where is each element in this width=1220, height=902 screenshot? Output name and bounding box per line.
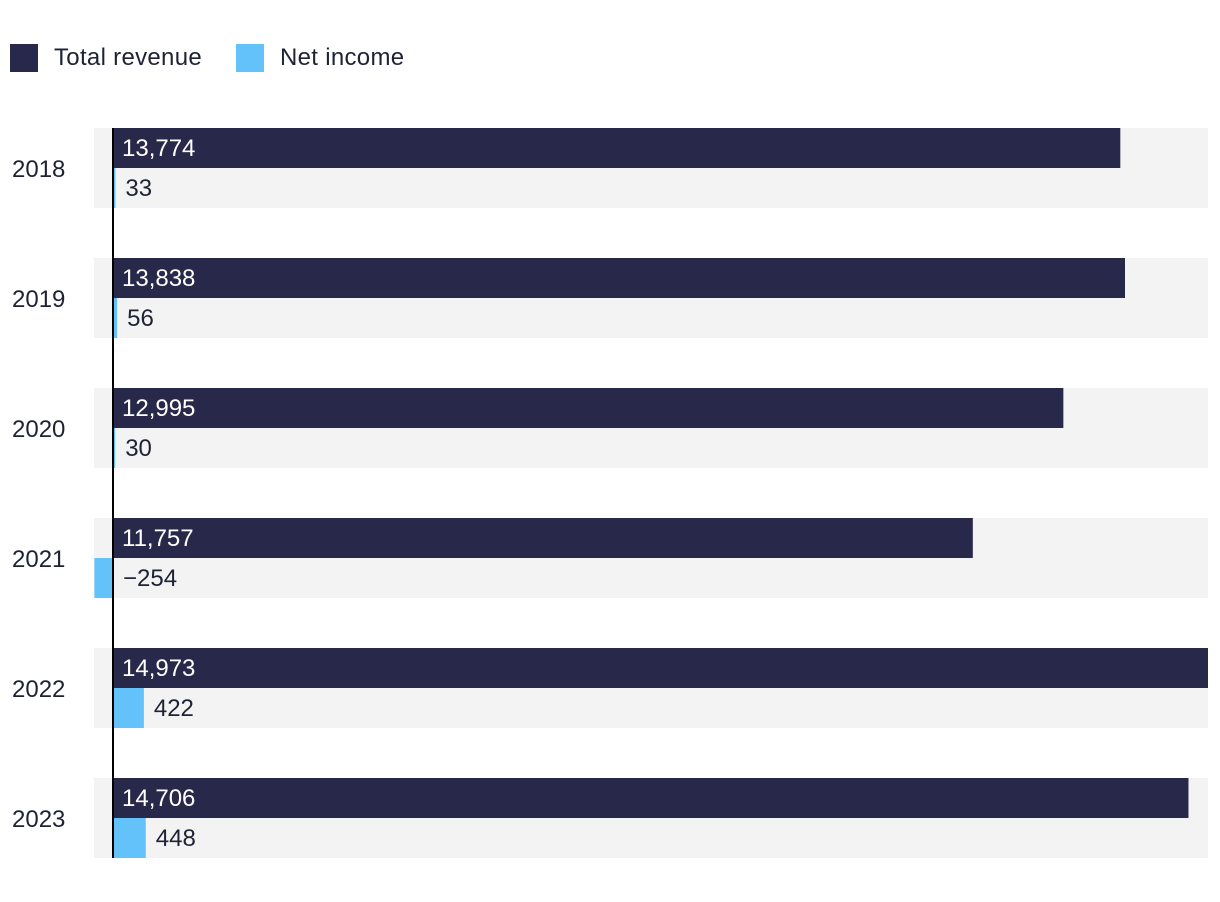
data-label-net-income: −254 bbox=[123, 565, 177, 592]
bar-net-income bbox=[113, 818, 146, 858]
category-label: 2018 bbox=[12, 156, 65, 183]
data-label-total-revenue: 13,774 bbox=[122, 135, 195, 162]
bar-total-revenue bbox=[113, 778, 1189, 818]
bar-net-income bbox=[113, 298, 118, 338]
bar-net-income bbox=[94, 558, 113, 598]
data-label-net-income: 448 bbox=[156, 825, 196, 852]
category-label: 2022 bbox=[12, 676, 65, 703]
legend-swatch-net-income bbox=[236, 44, 264, 72]
bar-net-income bbox=[113, 168, 116, 208]
legend-item-total-revenue[interactable]: Total revenue bbox=[10, 44, 202, 72]
bar-net-income bbox=[113, 688, 144, 728]
data-label-total-revenue: 13,838 bbox=[122, 265, 195, 292]
legend-label-total-revenue: Total revenue bbox=[54, 44, 202, 71]
bar-total-revenue bbox=[113, 518, 973, 558]
category-label: 2020 bbox=[12, 416, 65, 443]
data-label-net-income: 422 bbox=[154, 695, 194, 722]
data-label-total-revenue: 14,973 bbox=[122, 655, 195, 682]
chart-legend: Total revenue Net income bbox=[10, 42, 438, 74]
legend-swatch-total-revenue bbox=[10, 44, 38, 72]
category-label: 2023 bbox=[12, 806, 65, 833]
category-label: 2019 bbox=[12, 286, 65, 313]
bar-net-income bbox=[113, 428, 116, 468]
data-label-net-income: 30 bbox=[125, 435, 152, 462]
bar-total-revenue bbox=[113, 128, 1121, 168]
data-label-total-revenue: 11,757 bbox=[122, 525, 194, 552]
data-label-net-income: 33 bbox=[125, 175, 152, 202]
bar-total-revenue bbox=[113, 648, 1208, 688]
bar-total-revenue bbox=[113, 258, 1125, 298]
data-label-total-revenue: 14,706 bbox=[122, 785, 195, 812]
data-label-net-income: 56 bbox=[127, 305, 154, 332]
data-label-total-revenue: 12,995 bbox=[122, 395, 195, 422]
category-label: 2021 bbox=[12, 546, 65, 573]
legend-item-net-income[interactable]: Net income bbox=[236, 44, 404, 72]
legend-label-net-income: Net income bbox=[280, 44, 405, 71]
bar-total-revenue bbox=[113, 388, 1064, 428]
